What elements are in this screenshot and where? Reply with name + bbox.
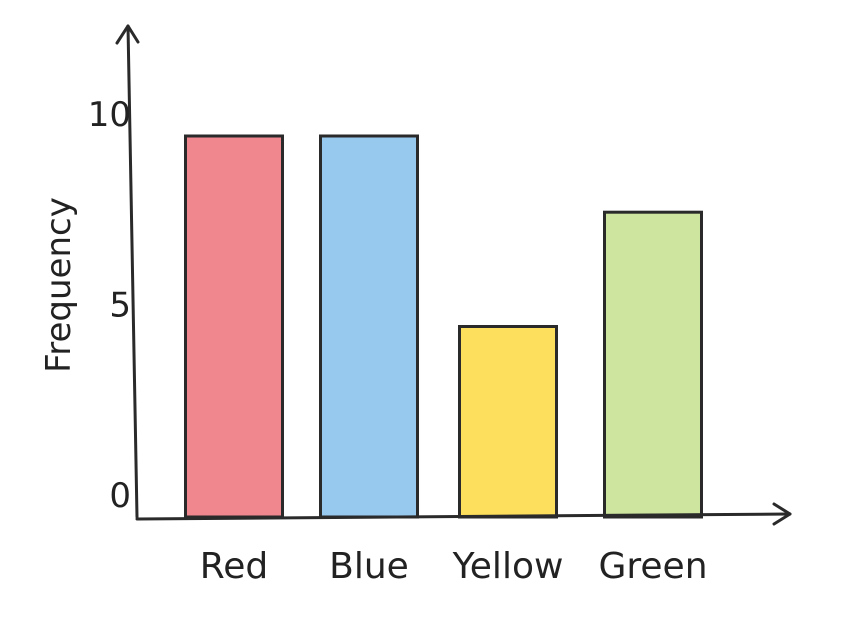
- x-tick-label-red: Red: [200, 546, 268, 587]
- axes-layer: [115, 24, 792, 526]
- x-tick-label-blue: Blue: [329, 546, 409, 587]
- y-axis-line: [126, 24, 139, 519]
- y-axis-arrowhead: [115, 24, 140, 45]
- bars-layer: [184, 134, 703, 519]
- labels-layer: Frequency Red Blue Yellow Green 0 5 10: [39, 95, 708, 587]
- x-axis-arrowhead: [772, 502, 792, 526]
- x-tick-label-yellow: Yellow: [452, 546, 564, 587]
- bar-yellow: [458, 325, 558, 519]
- y-tick-label-5: 5: [109, 286, 131, 326]
- y-axis-title: Frequency: [39, 197, 79, 373]
- bar-green: [603, 210, 703, 519]
- y-tick-label-10: 10: [88, 95, 131, 135]
- bar-red: [184, 134, 284, 519]
- y-tick-label-0: 0: [109, 476, 131, 516]
- x-tick-label-green: Green: [598, 546, 707, 587]
- x-axis-line: [135, 512, 792, 521]
- bar-blue: [319, 134, 419, 519]
